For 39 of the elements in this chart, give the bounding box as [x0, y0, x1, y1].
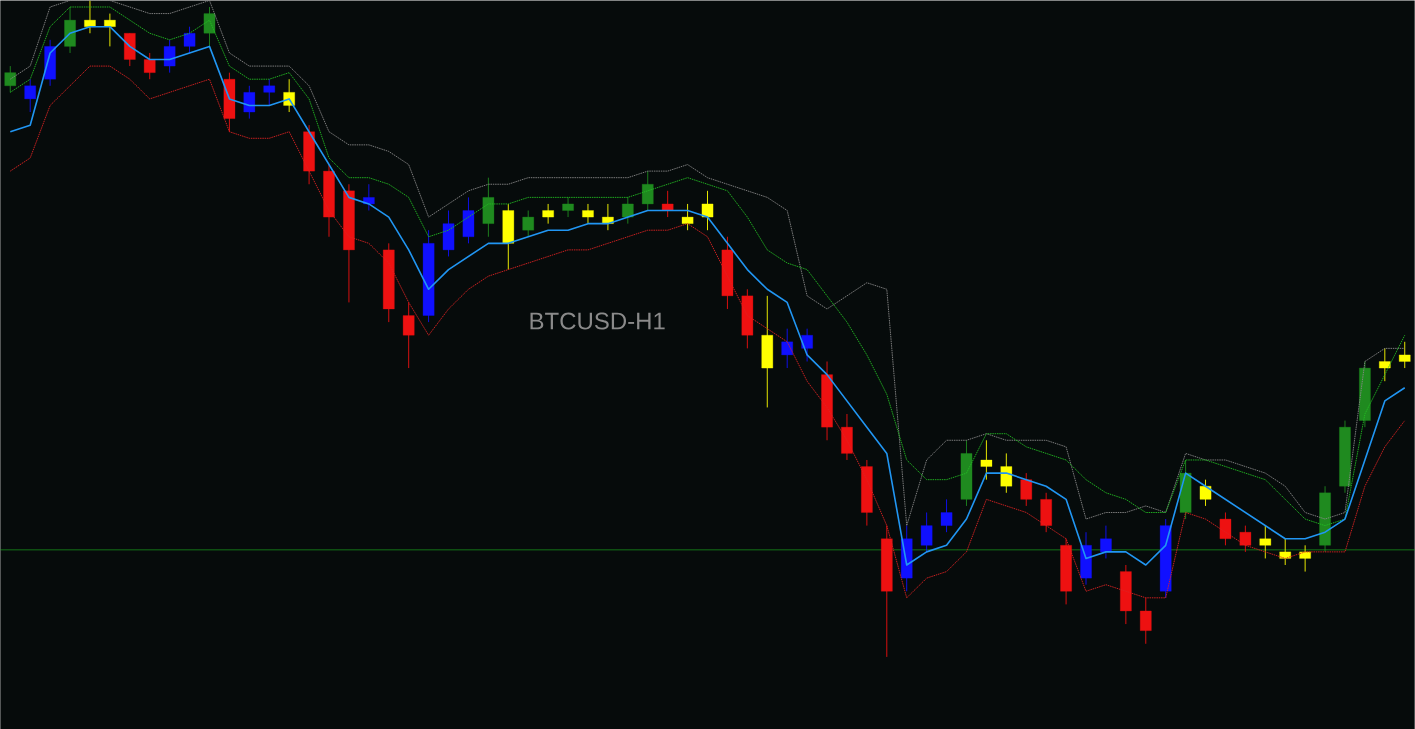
candlestick [163, 39, 176, 74]
text: BTCUSD-H1 [530, 312, 665, 330]
candlestick [1100, 525, 1112, 559]
candlestick [1279, 538, 1291, 566]
candlestick [940, 498, 953, 533]
candlestick [1299, 544, 1311, 572]
candlestick [582, 203, 594, 225]
candlestick [104, 13, 116, 47]
candlestick [243, 85, 256, 119]
candlestick [1000, 452, 1013, 494]
candlestick [24, 78, 36, 113]
candlestick [1239, 525, 1252, 553]
candlestick [801, 328, 813, 362]
candlestick [542, 203, 554, 225]
candlestick [183, 26, 196, 54]
candlestick [1199, 479, 1212, 507]
candlestick [920, 511, 933, 553]
candlestick [1399, 341, 1411, 369]
candlestick [402, 301, 415, 369]
candlestick [622, 196, 634, 225]
candlestick [84, 0, 96, 34]
candlestick [4, 65, 16, 93]
candlestick [642, 170, 654, 211]
candlestick [562, 196, 574, 218]
candlestick [1219, 511, 1232, 546]
candlestick [203, 6, 216, 47]
candlestick [522, 209, 534, 238]
candlestick [781, 328, 793, 369]
candlestick [1259, 525, 1272, 559]
candlestick [263, 78, 275, 106]
candlestick [1140, 597, 1152, 645]
candlestick [681, 203, 694, 231]
candlestick [661, 190, 674, 218]
candlestick [363, 183, 375, 211]
candlestick [143, 52, 156, 80]
candlestick [701, 190, 714, 231]
candlestick [1020, 472, 1032, 507]
candlestick [1379, 347, 1391, 382]
candlestick [980, 439, 993, 481]
